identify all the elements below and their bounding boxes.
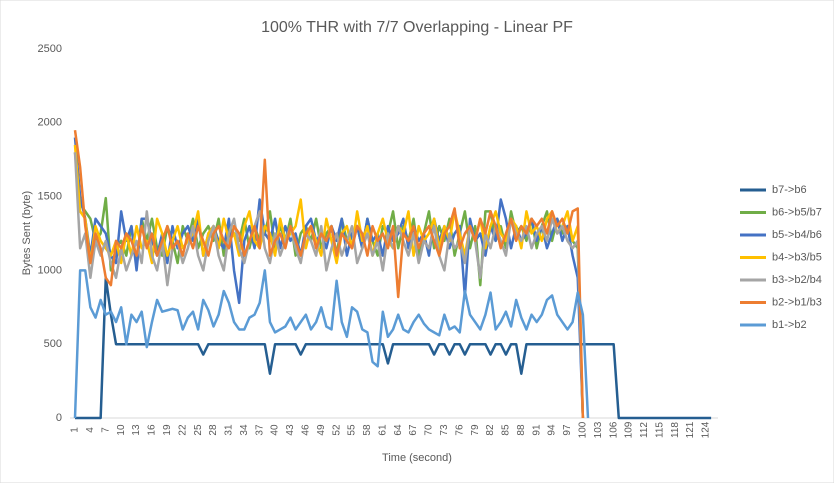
x-tick-label: 112: [639, 422, 650, 438]
x-tick-label: 34: [239, 424, 250, 436]
x-tick-label: 67: [408, 424, 419, 436]
y-tick-label: 2500: [38, 43, 62, 55]
x-tick-label: 31: [224, 424, 235, 436]
x-tick-label: 124: [701, 421, 712, 438]
x-tick-label: 64: [393, 424, 404, 436]
y-tick-label: 1000: [38, 264, 62, 276]
x-tick-label: 73: [439, 424, 450, 436]
x-tick-label: 82: [485, 424, 496, 436]
legend-label: b2->b1/b3: [772, 296, 822, 308]
x-tick-label: 118: [670, 422, 681, 438]
x-tick-label: 97: [562, 424, 573, 436]
legend-label: b4->b3/b5: [772, 251, 822, 263]
series-line: [75, 276, 712, 420]
x-tick-label: 52: [331, 424, 342, 436]
x-tick-label: 13: [131, 424, 142, 436]
x-tick-label: 40: [270, 424, 281, 436]
x-tick-label: 61: [377, 424, 388, 436]
x-tick-label: 1: [70, 427, 81, 433]
x-tick-label: 100: [578, 421, 589, 438]
x-tick-label: 76: [454, 424, 465, 436]
x-tick-label: 4: [85, 427, 96, 433]
y-tick-label: 1500: [38, 191, 62, 203]
x-tick-label: 19: [162, 424, 173, 436]
x-tick-label: 70: [424, 424, 435, 436]
x-tick-label: 55: [347, 424, 358, 436]
x-tick-label: 43: [285, 424, 296, 436]
x-tick-label: 10: [116, 424, 127, 436]
legend-label: b5->b4/b6: [772, 229, 822, 241]
x-tick-label: 37: [254, 424, 265, 436]
y-tick-label: 500: [44, 338, 62, 350]
x-tick-label: 46: [300, 424, 311, 436]
legend-label: b6->b5/b7: [772, 206, 822, 218]
legend-label: b7->b6: [772, 184, 807, 196]
x-tick-label: 109: [624, 421, 635, 438]
x-tick-label: 103: [593, 421, 604, 438]
x-tick-label: 22: [177, 424, 188, 436]
x-tick-label: 79: [470, 424, 481, 436]
x-axis-label: Time (second): [382, 452, 452, 464]
x-tick-label: 91: [531, 424, 542, 436]
x-tick-label: 28: [208, 424, 219, 436]
x-tick-label: 85: [501, 424, 512, 436]
legend-label: b3->b2/b4: [772, 274, 822, 286]
x-tick-label: 25: [193, 424, 204, 436]
y-axis-label: Bytes Sent (byte): [21, 191, 33, 275]
y-tick-label: 0: [56, 412, 62, 424]
x-tick-label: 121: [685, 421, 696, 438]
x-tick-label: 106: [608, 421, 619, 438]
x-tick-label: 49: [316, 424, 327, 436]
legend-label: b1->b2: [772, 319, 807, 331]
x-tick-label: 94: [547, 424, 558, 436]
x-tick-label: 88: [516, 424, 527, 436]
x-tick-label: 58: [362, 424, 373, 436]
x-tick-label: 115: [654, 422, 665, 438]
chart-title: 100% THR with 7/7 Overlapping - Linear P…: [261, 19, 573, 36]
y-tick-label: 2000: [38, 117, 62, 129]
x-tick-label: 7: [100, 427, 111, 433]
series-line: [73, 269, 590, 419]
x-tick-label: 16: [147, 424, 158, 436]
series-line: [73, 130, 585, 419]
